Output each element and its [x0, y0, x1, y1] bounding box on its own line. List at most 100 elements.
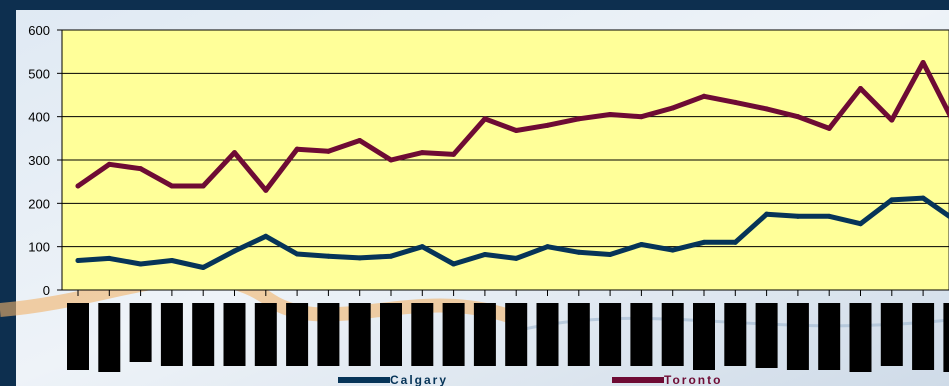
x-tick-label-block [286, 303, 309, 366]
data-point-calgary [545, 244, 550, 250]
x-tick-label-block [129, 303, 152, 362]
data-point-calgary [889, 197, 895, 203]
y-tick-label: 300 [28, 153, 50, 168]
legend-toronto-label: Toronto [664, 373, 722, 386]
legend-calgary-label: Calgary [390, 373, 448, 386]
y-tick-label: 0 [43, 283, 50, 298]
data-point-toronto [576, 116, 582, 122]
data-point-toronto [826, 125, 832, 131]
data-point-calgary [701, 239, 707, 245]
data-point-calgary [858, 221, 863, 227]
data-point-toronto [357, 138, 363, 143]
data-point-calgary [169, 258, 175, 264]
data-point-toronto [638, 114, 644, 120]
data-point-calgary [75, 258, 81, 264]
data-point-calgary [513, 255, 519, 261]
data-point-toronto [263, 187, 269, 193]
data-point-toronto [138, 166, 144, 172]
data-point-toronto [701, 93, 707, 99]
data-point-toronto [545, 122, 550, 128]
data-point-toronto [795, 114, 801, 120]
x-tick-label-block [380, 303, 402, 366]
data-point-toronto [388, 157, 394, 163]
data-point-calgary [795, 213, 801, 219]
data-point-calgary [200, 264, 206, 270]
x-axis-label-blocks [67, 303, 949, 372]
legend: Calgary Toronto [338, 373, 722, 386]
data-point-calgary [638, 242, 644, 247]
data-point-calgary [106, 255, 112, 261]
y-axis: 0 100 200 300 400 500 600 [28, 23, 63, 298]
x-tick-label-block [505, 303, 528, 366]
data-point-calgary [419, 244, 425, 250]
data-point-toronto [670, 105, 676, 111]
data-point-toronto [889, 117, 895, 123]
x-tick-label-block [661, 303, 684, 366]
data-point-toronto [607, 112, 613, 117]
data-point-calgary [670, 247, 676, 253]
y-tick-label: 500 [28, 66, 50, 81]
data-point-calgary [764, 211, 770, 217]
x-tick-label-block [943, 303, 949, 372]
data-point-calgary [482, 251, 488, 257]
data-point-toronto [232, 150, 237, 156]
x-tick-label-block [473, 303, 496, 366]
data-point-toronto [419, 150, 425, 156]
x-tick-label-block [98, 303, 121, 372]
data-point-calgary [607, 251, 613, 257]
data-point-calgary [451, 261, 457, 267]
x-tick-label-block [567, 303, 590, 366]
data-point-toronto [920, 60, 926, 65]
x-tick-label-block [411, 303, 434, 366]
data-point-calgary [576, 249, 582, 255]
data-point-toronto [200, 183, 206, 189]
data-point-calgary [294, 251, 300, 257]
x-tick-label-block [536, 303, 559, 366]
x-tick-label-block [786, 303, 809, 370]
series-lines [75, 60, 949, 270]
x-tick-label-block [630, 303, 653, 366]
y-tick-label: 200 [28, 196, 50, 211]
data-point-toronto [106, 161, 112, 167]
data-point-toronto [451, 151, 457, 157]
data-point-toronto [75, 183, 81, 189]
x-tick-label-block [755, 303, 778, 368]
data-point-toronto [482, 116, 488, 122]
data-point-toronto [325, 148, 331, 154]
y-tick-label: 400 [28, 110, 50, 125]
x-tick-label-block [912, 303, 935, 370]
data-point-calgary [826, 213, 832, 219]
y-tick-label: 600 [28, 23, 50, 38]
x-tick-label-block [442, 303, 465, 366]
x-tick-label-block [880, 303, 903, 366]
x-axis [62, 289, 949, 296]
x-tick-label-block [160, 303, 183, 366]
x-tick-label-block [348, 303, 371, 366]
data-point-calgary [732, 239, 738, 245]
y-tick-label: 100 [28, 240, 50, 255]
data-point-toronto [732, 99, 738, 105]
data-point-toronto [513, 128, 519, 134]
x-tick-label-block [317, 303, 340, 366]
x-tick-label-block [192, 303, 215, 366]
x-tick-label-block [693, 303, 715, 370]
data-point-toronto [764, 106, 770, 112]
data-point-calgary [138, 261, 144, 267]
data-point-calgary [325, 253, 331, 259]
x-tick-label-block [223, 303, 246, 366]
data-point-calgary [388, 253, 394, 259]
data-point-calgary [357, 255, 363, 261]
x-tick-label-block [254, 303, 277, 366]
x-tick-label-block [818, 303, 841, 370]
data-point-toronto [169, 183, 175, 189]
x-tick-label-block [849, 303, 872, 372]
x-tick-label-block [599, 303, 622, 366]
data-point-toronto [294, 146, 300, 152]
data-point-calgary [263, 233, 269, 239]
data-point-toronto [858, 86, 863, 91]
data-point-calgary [232, 248, 237, 254]
data-point-calgary [920, 195, 926, 201]
x-tick-label-block [67, 303, 89, 370]
x-tick-label-block [724, 303, 747, 366]
